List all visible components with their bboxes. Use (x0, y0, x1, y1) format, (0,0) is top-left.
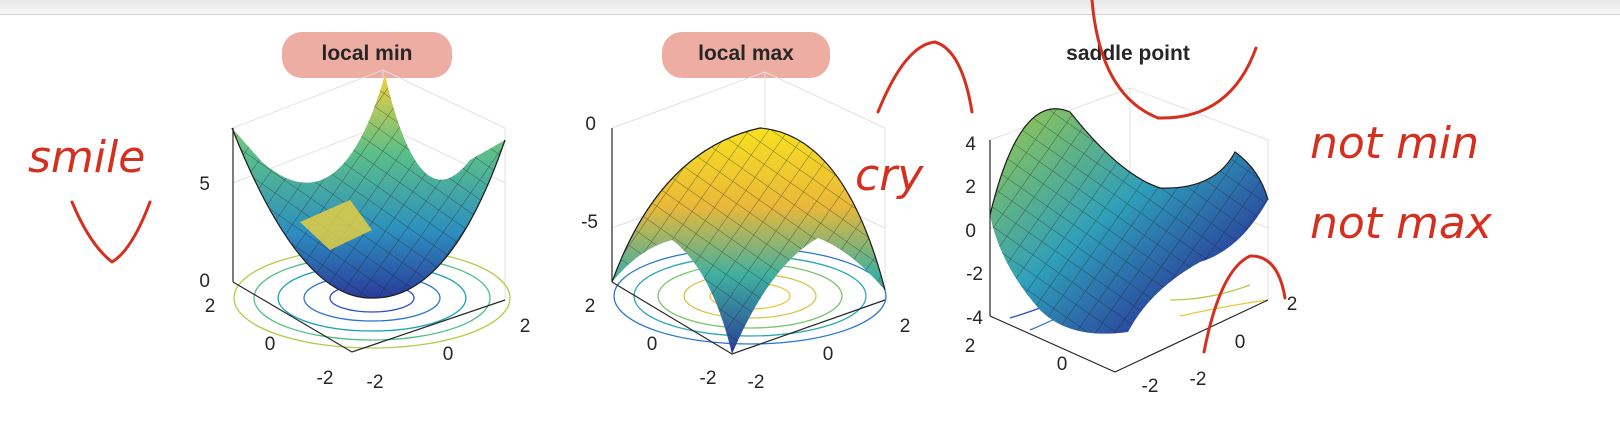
panel-title: local min (321, 42, 412, 65)
y-tick: 2 (965, 336, 976, 357)
y-tick: 0 (265, 334, 276, 355)
x-tick: -2 (367, 372, 384, 393)
z-tick: -5 (581, 212, 598, 233)
x-tick: -2 (748, 372, 765, 393)
floor-axes (611, 281, 886, 355)
y-tick: -2 (317, 368, 334, 389)
panel-local-max: local max 0 -5 2 0 -2 -2 0 2 (581, 32, 910, 393)
saddle-down-curve-icon (1202, 254, 1287, 354)
x-tick: -2 (1190, 369, 1207, 390)
surface-paraboloid-down (611, 127, 886, 354)
x-tick: 0 (823, 344, 834, 365)
surface-paraboloid-up (231, 75, 506, 299)
z-tick: -2 (966, 264, 983, 285)
x-tick: 0 (443, 344, 454, 365)
title-highlight (282, 32, 452, 78)
y-tick: -2 (700, 368, 717, 389)
z-tick: 0 (585, 114, 596, 135)
annotation-not-max: not max (1310, 198, 1493, 249)
z-tick: 0 (965, 221, 976, 242)
frown-curve-icon (876, 40, 974, 114)
y-tick: 2 (585, 296, 596, 317)
title-highlight (662, 32, 830, 78)
saddle-up-curve-icon (1090, 0, 1258, 120)
axis-box (989, 87, 1269, 316)
z-tick: 2 (965, 177, 976, 198)
annotation-cry: cry (855, 150, 924, 201)
annotation-smile: smile (28, 132, 145, 183)
x-tick: 2 (1287, 294, 1298, 315)
panel-title: saddle point (1066, 42, 1190, 65)
handwritten-annotations: smile cry not min not max (28, 0, 1493, 354)
x-tick: 2 (900, 316, 911, 337)
y-tick: 2 (205, 296, 216, 317)
annotation-not-min: not min (1310, 118, 1479, 169)
z-tick: 5 (199, 174, 210, 195)
surface-saddle (989, 108, 1269, 334)
y-tick: -2 (1142, 376, 1159, 397)
y-tick: 0 (1057, 354, 1068, 375)
panel-local-min: local min 5 0 2 0 -2 -2 0 2 (199, 32, 530, 393)
floor-axes (989, 299, 1269, 373)
z-tick: -4 (966, 308, 983, 329)
panel-title: local max (698, 42, 794, 65)
smile-curve-icon (70, 200, 152, 264)
x-tick: 0 (1235, 332, 1246, 353)
y-tick: 0 (647, 334, 658, 355)
z-tick: 4 (965, 134, 976, 155)
window-top-edge (0, 0, 1620, 15)
x-tick: 2 (520, 316, 531, 337)
panel-saddle-point: saddle point 4 2 0 -2 -4 2 0 -2 -2 0 2 (965, 42, 1298, 397)
z-tick: 0 (199, 271, 210, 292)
floor-axes (232, 281, 506, 353)
